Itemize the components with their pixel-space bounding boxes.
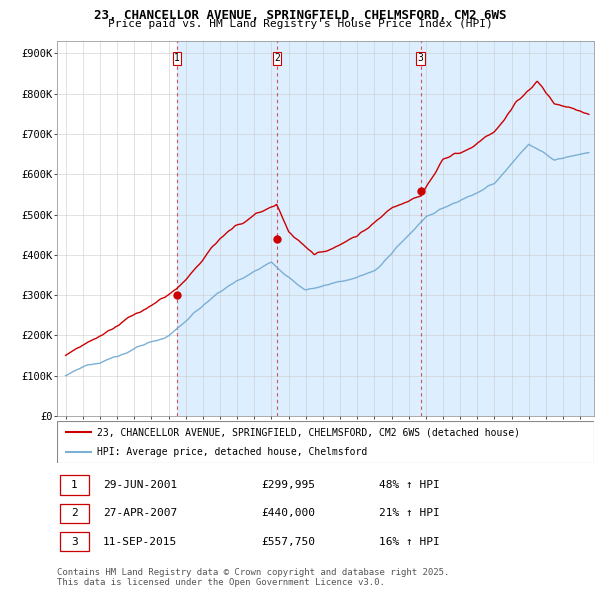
Text: HPI: Average price, detached house, Chelmsford: HPI: Average price, detached house, Chel… bbox=[97, 447, 368, 457]
Text: 1: 1 bbox=[174, 53, 180, 63]
Text: 29-JUN-2001: 29-JUN-2001 bbox=[103, 480, 177, 490]
Bar bbox=[59, 476, 89, 494]
Text: 16% ↑ HPI: 16% ↑ HPI bbox=[379, 537, 440, 546]
Text: 27-APR-2007: 27-APR-2007 bbox=[103, 509, 177, 518]
Text: 21% ↑ HPI: 21% ↑ HPI bbox=[379, 509, 440, 518]
Text: £440,000: £440,000 bbox=[261, 509, 315, 518]
Text: 3: 3 bbox=[71, 537, 78, 546]
Text: 1: 1 bbox=[71, 480, 78, 490]
Text: Contains HM Land Registry data © Crown copyright and database right 2025.
This d: Contains HM Land Registry data © Crown c… bbox=[57, 568, 449, 587]
Text: £557,750: £557,750 bbox=[261, 537, 315, 546]
Text: 11-SEP-2015: 11-SEP-2015 bbox=[103, 537, 177, 546]
Bar bbox=[277, 41, 421, 416]
Text: 2: 2 bbox=[71, 509, 78, 518]
Text: 23, CHANCELLOR AVENUE, SPRINGFIELD, CHELMSFORD, CM2 6WS: 23, CHANCELLOR AVENUE, SPRINGFIELD, CHEL… bbox=[94, 9, 506, 22]
Bar bbox=[421, 41, 594, 416]
Text: 48% ↑ HPI: 48% ↑ HPI bbox=[379, 480, 440, 490]
Text: Price paid vs. HM Land Registry's House Price Index (HPI): Price paid vs. HM Land Registry's House … bbox=[107, 19, 493, 29]
Text: 2: 2 bbox=[274, 53, 280, 63]
Text: £299,995: £299,995 bbox=[261, 480, 315, 490]
Text: 23, CHANCELLOR AVENUE, SPRINGFIELD, CHELMSFORD, CM2 6WS (detached house): 23, CHANCELLOR AVENUE, SPRINGFIELD, CHEL… bbox=[97, 427, 520, 437]
Bar bbox=[59, 532, 89, 551]
Text: 3: 3 bbox=[418, 53, 424, 63]
Bar bbox=[177, 41, 277, 416]
Bar bbox=[59, 504, 89, 523]
